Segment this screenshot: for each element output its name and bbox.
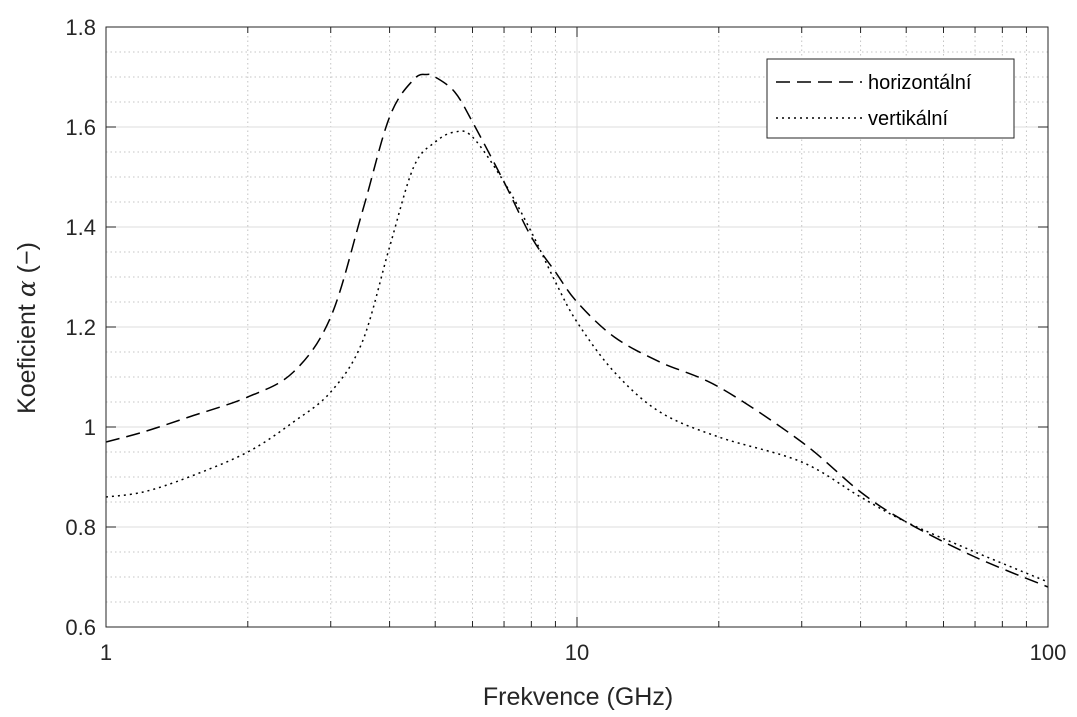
y-axis-label: Koeficient α (−) bbox=[12, 242, 41, 414]
y-axis-label-prefix: Koeficient bbox=[13, 297, 41, 414]
x-tick-label: 1 bbox=[100, 640, 112, 665]
y-tick-label: 1.8 bbox=[65, 15, 96, 40]
legend-label-horizontalni: horizontální bbox=[868, 72, 972, 94]
x-axis-label: Frekvence (GHz) bbox=[483, 683, 673, 711]
legend-label-vertikalni: vertikální bbox=[868, 108, 948, 130]
y-axis-label-symbol: α bbox=[12, 280, 41, 297]
x-tick-label: 100 bbox=[1030, 640, 1067, 665]
y-tick-label: 1.6 bbox=[65, 115, 96, 140]
y-tick-label: 1 bbox=[84, 415, 96, 440]
y-tick-label: 0.8 bbox=[65, 515, 96, 540]
legend: horizontální vertikální bbox=[767, 59, 1014, 138]
y-tick-label: 0.6 bbox=[65, 615, 96, 640]
y-tick-label: 1.4 bbox=[65, 215, 96, 240]
y-axis-label-suffix: (−) bbox=[13, 242, 41, 280]
y-tick-label: 1.2 bbox=[65, 315, 96, 340]
x-tick-label: 10 bbox=[565, 640, 589, 665]
